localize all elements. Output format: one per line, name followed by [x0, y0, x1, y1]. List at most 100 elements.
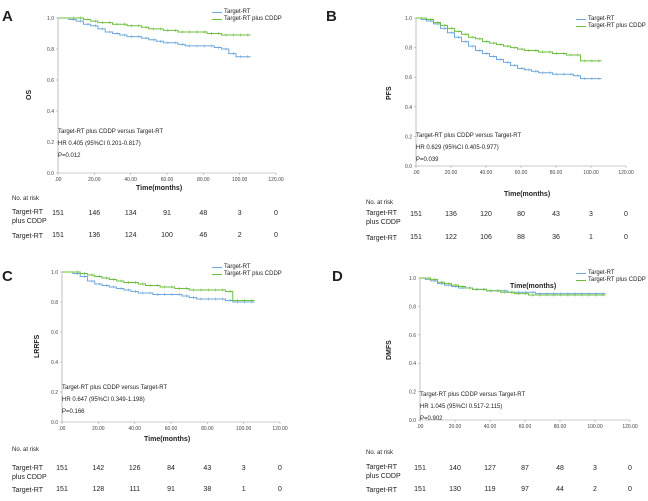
x-tick-label: 40.00 [480, 170, 493, 176]
risk-count: 120 [480, 211, 492, 218]
km-panel-d: D 0.0 0.2 0.4 0.6 0.8 1.0 .00 20.00 40.00 60.00 80… [324, 250, 648, 500]
legend-entry-target-rt-plus-cddp: Target-RT plus CDDP [576, 23, 646, 30]
km-panel-c: C 0.0 0.2 0.4 0.6 0.8 1.0 .00 20.00 40.00 60.00 80… [0, 250, 324, 500]
risk-count: 3 [237, 210, 242, 217]
x-tick-label: .00 [413, 170, 420, 176]
x-tick-label: 60.00 [519, 424, 532, 430]
risk-count: 136 [88, 232, 101, 239]
risk-count: 46 [199, 232, 208, 239]
risk-row-label-cddp: Target-RT plus CDDP [12, 465, 47, 481]
legend-entry-target-rt: Target-RT [576, 270, 646, 277]
risk-count: 126 [128, 465, 141, 472]
risk-count: 0 [624, 234, 628, 241]
y-tick-label: 0.2 [51, 390, 58, 396]
x-tick-label: 80.00 [201, 426, 214, 432]
risk-count: 106 [480, 234, 492, 241]
x-axis-title: Time(months) [144, 436, 191, 443]
risk-count: 151 [410, 211, 422, 218]
stats-hr: HR 1.045 (95%CI 0.517-2.115) [420, 404, 503, 410]
km-plot-svg: 0.0 0.2 0.4 0.6 0.8 1.0 .00 20.00 40.00 60.00 80.0… [51, 270, 288, 432]
x-tick-label: 100.00 [232, 177, 248, 183]
risk-table-header: No. at risk [366, 200, 394, 206]
stats-comparison: Target-RT plus CDDP versus Target-RT [58, 129, 164, 135]
risk-count: 1 [241, 486, 246, 493]
stats-p-value: P=0.039 [416, 157, 439, 163]
risk-count: 43 [203, 465, 212, 472]
x-tick-label: 20.00 [445, 170, 458, 176]
y-tick-label: 0.6 [409, 333, 416, 339]
risk-count: 151 [414, 486, 426, 493]
y-tick-label: 0.2 [405, 134, 412, 140]
y-tick-label: 1.0 [51, 270, 58, 276]
risk-count: 44 [556, 486, 564, 493]
risk-count: 119 [484, 486, 496, 493]
x-tick-label: 120.00 [268, 177, 284, 183]
risk-row-label-cddp: Target-RT plus CDDP [366, 210, 401, 226]
y-tick-label: 1.0 [409, 276, 416, 282]
risk-count: 2 [593, 486, 597, 493]
risk-table-header: No. at risk [366, 450, 394, 456]
risk-count: 151 [414, 465, 426, 472]
y-axis-label: OS [26, 89, 33, 100]
x-tick-label: 100.00 [583, 170, 599, 176]
risk-table-header: No. at risk [12, 196, 40, 202]
risk-count: 0 [278, 465, 282, 472]
series-line-target-rt [416, 17, 602, 80]
risk-count: 0 [274, 210, 278, 217]
series-line-target-rt-plus-cddp [58, 17, 251, 36]
risk-count: 130 [449, 486, 461, 493]
risk-row-label-cddp: Target-RT plus CDDP [366, 464, 401, 480]
risk-row-label-rt: Target-RT [366, 235, 397, 242]
risk-count: 151 [56, 465, 68, 472]
risk-count: 91 [167, 486, 175, 493]
stats-p-value: P=0.012 [58, 153, 81, 159]
risk-count: 2 [237, 232, 242, 239]
y-tick-label: 0.0 [405, 164, 412, 170]
y-tick-label: 0.4 [51, 360, 58, 366]
risk-count: 36 [552, 234, 560, 241]
risk-row-label-cddp: Target-RT plus CDDP [12, 209, 47, 225]
y-axis-label: PFS [386, 86, 393, 100]
y-tick-label: 0.2 [409, 390, 416, 396]
panel-letter: A [2, 8, 13, 25]
x-tick-label: 100.00 [587, 424, 603, 430]
risk-count: 142 [92, 465, 105, 472]
x-tick-label: 100.00 [236, 426, 252, 432]
stats-hr: HR 0.629 (95%CI 0.405-0.977) [416, 145, 499, 151]
km-panel-a: A 0.0 0.2 0.4 0.6 0.8 1.0 .00 20.00 40.00 60.00 80… [0, 0, 324, 250]
y-axis-label: DMFS [386, 340, 393, 360]
risk-count: 151 [56, 486, 68, 493]
x-axis-title: Time(months) [136, 185, 183, 192]
series-line-target-rt-plus-cddp [62, 271, 255, 301]
x-tick-label: 60.00 [515, 170, 528, 176]
x-tick-label: 20.00 [92, 426, 105, 432]
risk-count: 146 [88, 210, 101, 217]
x-tick-label: 60.00 [165, 426, 178, 432]
x-tick-label: .00 [55, 177, 62, 183]
y-tick-label: 0.2 [47, 140, 54, 146]
y-tick-label: 0.6 [405, 75, 412, 81]
stats-comparison: Target-RT plus CDDP versus Target-RT [62, 385, 168, 391]
risk-row-label-rt: Target-RT [366, 487, 397, 494]
x-tick-label: 40.00 [124, 177, 137, 183]
y-tick-label: 0.0 [47, 171, 54, 177]
series-line-target-rt [58, 17, 251, 58]
panel-letter: C [2, 268, 13, 285]
legend: Target-RT Target-RT plus CDDP [576, 270, 646, 284]
x-tick-label: .00 [59, 426, 66, 432]
x-tick-label: 120.00 [618, 170, 634, 176]
stats-annotation: Target-RT plus CDDP versus Target-RT HR … [416, 130, 521, 166]
y-tick-label: 0.8 [47, 47, 54, 53]
stats-annotation: Target-RT plus CDDP versus Target-RT HR … [420, 389, 525, 425]
y-axis-label: LRRFS [34, 334, 41, 358]
risk-count: 48 [556, 465, 564, 472]
x-tick-label: 20.00 [88, 177, 101, 183]
y-tick-label: 0.8 [409, 304, 416, 310]
risk-count: 0 [628, 486, 632, 493]
risk-count: 100 [161, 232, 173, 239]
risk-count: 38 [203, 486, 212, 493]
risk-count: 151 [410, 234, 422, 241]
risk-count: 0 [628, 465, 632, 472]
legend: Target-RT Target-RT plus CDDP [212, 264, 282, 278]
x-tick-label: 120.00 [622, 424, 638, 430]
